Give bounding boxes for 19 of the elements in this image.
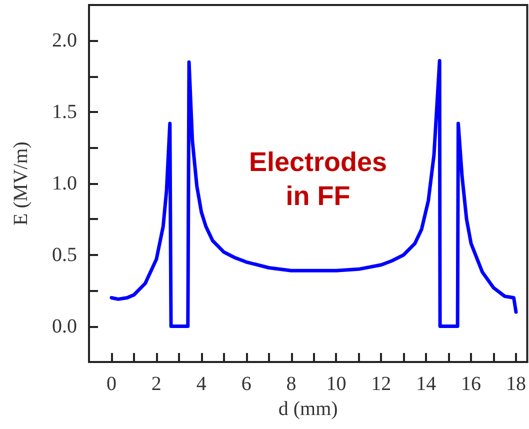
annotation: Electrodes in FF [248, 147, 388, 211]
y-tick-label: 0.0 [52, 315, 77, 338]
y-axis-title: E (MV/m) [10, 142, 32, 226]
x-tick-label: 4 [196, 373, 206, 395]
y-tick-label: 1.5 [52, 101, 77, 124]
x-tick-label: 12 [371, 373, 392, 395]
x-tick-label: 14 [416, 373, 436, 395]
x-tick-label: 6 [241, 373, 252, 395]
y-tick-label: 2.0 [52, 30, 77, 52]
x-tick-label: 18 [506, 373, 526, 395]
line-series [110, 58, 518, 328]
x-tick-label: 0 [106, 373, 116, 395]
x-tick-label: 16 [461, 373, 482, 395]
x-axis-title: d (mm) [278, 398, 338, 420]
y-tick-label: 1.0 [52, 172, 77, 194]
y-tick-label: 0.5 [52, 244, 77, 266]
x-tick-label: 2 [151, 373, 162, 395]
x-tick-label: 10 [326, 373, 346, 395]
x-tick-label: 8 [286, 373, 296, 395]
